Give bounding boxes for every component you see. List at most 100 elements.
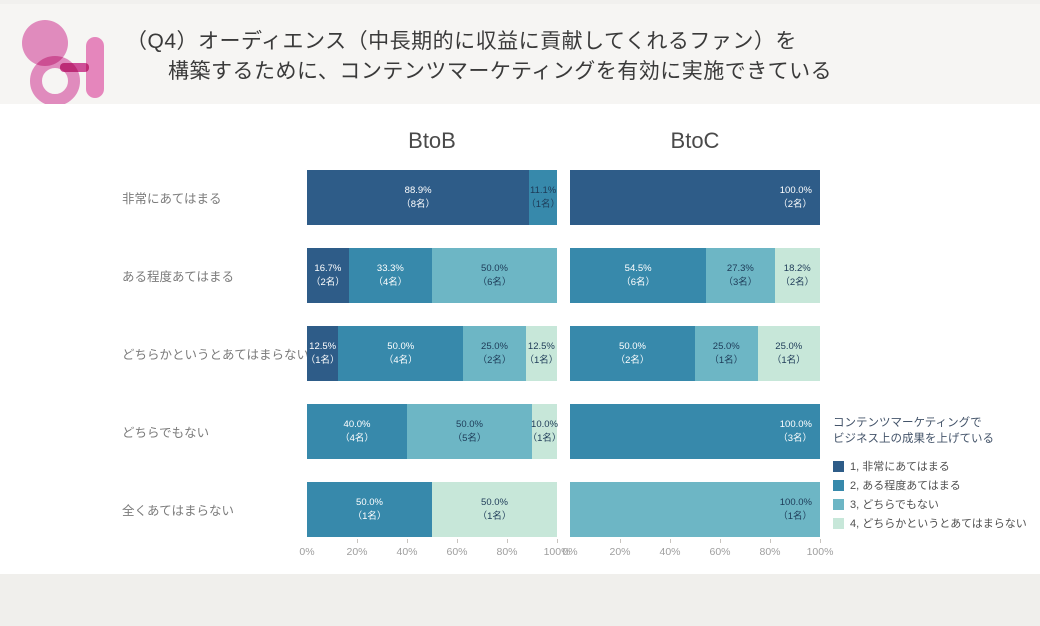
bar-segment[interactable]: 18.2% （2名） [774,248,820,303]
page-title: （Q4）オーディエンス（中長期的に収益に貢献してくれるファン）を 構築するために… [126,27,832,87]
axis-tick-label: 80% [496,546,518,558]
logo-dash-shape [60,63,89,72]
chart-area: BtoB BtoC 非常にあてはまる ある程度あてはまる どちらかというとあてはまら… [0,104,1040,574]
bar-segment[interactable]: 33.3% （4名） [348,248,432,303]
row-labels: 非常にあてはまる ある程度あてはまる どちらかというとあてはまらない どちらでもない全… [122,170,310,560]
legend-item[interactable]: 3, どちらでもない [833,495,1038,514]
axis-tick [670,539,671,543]
axis-tick-label: 40% [659,546,681,558]
bar-segment[interactable]: 100.0% （3名） [570,404,820,459]
bar-row: 12.5% （1名） 50.0% （4名） 25.0% （2名） 12.5% （1名） [305,326,559,381]
legend-item[interactable]: 4, どちらかというとあてはまらない [833,514,1038,533]
bar-segment[interactable]: 88.9% （8名） [307,170,530,225]
bar-segment[interactable]: 25.0% （1名） [695,326,758,381]
segment-pct-label: 25.0% [712,341,740,353]
bar-row: 88.9% （8名） 11.1% （1名） [307,170,561,225]
segment-pct-label: 18.2% [783,263,811,275]
x-axis-btoc: 0% 20% 40% 60% 80% 100% [562,538,833,564]
segment-count-label: （1名） [352,510,387,522]
segment-count-label: （1名） [709,354,744,366]
segment-pct-label: 12.5% [527,341,555,353]
bar-row: 100.0% （2名） [570,170,820,225]
segment-pct-label: 50.0% [619,341,646,353]
row-label: 非常にあてはまる [122,192,222,206]
plot-btob: 88.9% （8名） 11.1% （1名） 16.7% （2名） 33.3% （4名） 50.0… [305,170,561,560]
segment-count-label: （6名） [621,276,656,288]
legend-swatch [833,498,844,510]
bar-segment[interactable]: 25.0% （1名） [757,326,820,381]
bar-segment[interactable]: 40.0% （4名） [307,404,407,459]
axis-tick [457,539,458,543]
x-axis-btob: 0% 20% 40% 60% 80% 100% [299,538,570,564]
bar-segment[interactable]: 25.0% （2名） [463,326,526,381]
axis-tick-label: 80% [759,546,781,558]
bar-segment[interactable]: 50.0% （2名） [570,326,695,381]
segment-count-label: （4名） [373,276,408,288]
legend-title: コンテンツマーケティングで ビジネス上の成果を上げている [833,416,1038,448]
bar-segment[interactable]: 100.0% （1名） [570,482,820,537]
bar-segment[interactable]: 27.3% （3名） [706,248,775,303]
bar-row: 50.0% （2名） 25.0% （1名） 25.0% （1名） [570,326,820,381]
bar-segment[interactable]: 50.0% （1名） [307,482,432,537]
legend-item[interactable]: 2, ある程度あてはまる [833,476,1038,495]
axis-tick-label: 20% [609,546,631,558]
legend-item[interactable]: 1, 非常にあてはまる [833,457,1038,476]
bar-row: 50.0% （1名） 50.0% （1名） [307,482,557,537]
bar-segment[interactable]: 10.0% （1名） [528,404,561,459]
axis-tick [357,539,358,543]
segment-count-label: （5名） [452,432,487,444]
bar-segment[interactable]: 16.7% （2名） [307,248,349,303]
column-header-btob: BtoB [408,128,456,153]
page-title-line-1: （Q4）オーディエンス（中長期的に収益に貢献してくれるファン）を [126,30,797,53]
segment-count-label: （4名） [340,432,374,444]
segment-pct-label: 27.3% [726,263,754,275]
bar-segment[interactable]: 100.0% （2名） [570,170,820,225]
axis-tick-label: 100% [806,546,834,558]
segment-count-label: （2名） [780,276,815,288]
axis-tick-label: 60% [709,546,731,558]
axis-tick [557,539,558,543]
axis-tick [720,539,721,543]
bar-segment[interactable]: 50.0% （5名） [407,404,532,459]
axis-tick-label: 40% [396,546,418,558]
segment-pct-label: 50.0% [481,263,508,275]
bar-segment[interactable]: 50.0% （6名） [432,248,557,303]
bar-segment[interactable]: 11.1% （1名） [526,170,561,225]
segment-pct-label: 50.0% [481,497,508,509]
segment-pct-label: 33.3% [376,263,404,275]
page-title-line-2: 構築するために、コンテンツマーケティングを有効に実施できている [168,60,833,83]
plot-btoc: 100.0% （2名） 54.5% （6名） 27.3% （3名） 18.2% （2名） 50.… [570,170,820,560]
segment-pct-label: 100.0% [779,497,812,509]
segment-pct-label: 54.5% [624,263,652,275]
segment-pct-label: 11.1% [530,185,557,197]
bar-segment[interactable]: 50.0% （1名） [432,482,557,537]
segment-count-label: （3名） [778,432,812,444]
segment-count-label: （1名） [526,198,561,210]
segment-pct-label: 10.0% [531,419,558,431]
bar-row: 40.0% （4名） 50.0% （5名） 10.0% （1名） [307,404,561,459]
row-label: どちらかというとあてはまらない [122,348,310,362]
bar-segment[interactable]: 50.0% （4名） [338,326,464,381]
segment-pct-label: 25.0% [775,341,803,353]
axis-tick-label: 0% [299,546,315,558]
legend-item-label: 4, どちらかというとあてはまらない [850,518,1027,531]
axis-tick-label: 20% [346,546,368,558]
row-label: 全くあてはまらない [122,504,235,518]
segment-count-label: （1名） [477,510,512,522]
bar-segment[interactable]: 12.5% （1名） [305,326,340,381]
segment-pct-label: 50.0% [356,497,383,509]
bar-segment[interactable]: 54.5% （6名） [570,248,707,303]
bar-segment[interactable]: 12.5% （1名） [524,326,559,381]
legend-title-line-2: ビジネス上の成果を上げている [833,432,994,445]
axis-tick [820,539,821,543]
segment-count-label: （1名） [305,354,340,366]
segment-count-label: （1名） [524,354,559,366]
segment-pct-label: 50.0% [456,419,483,431]
segment-pct-label: 16.7% [314,263,342,275]
segment-count-label: （1名） [771,354,806,366]
logo-pill-shape [86,37,104,98]
axis-tick-label: 0% [562,546,578,558]
legend-item-label: 2, ある程度あてはまる [850,480,961,493]
axis-tick [507,539,508,543]
